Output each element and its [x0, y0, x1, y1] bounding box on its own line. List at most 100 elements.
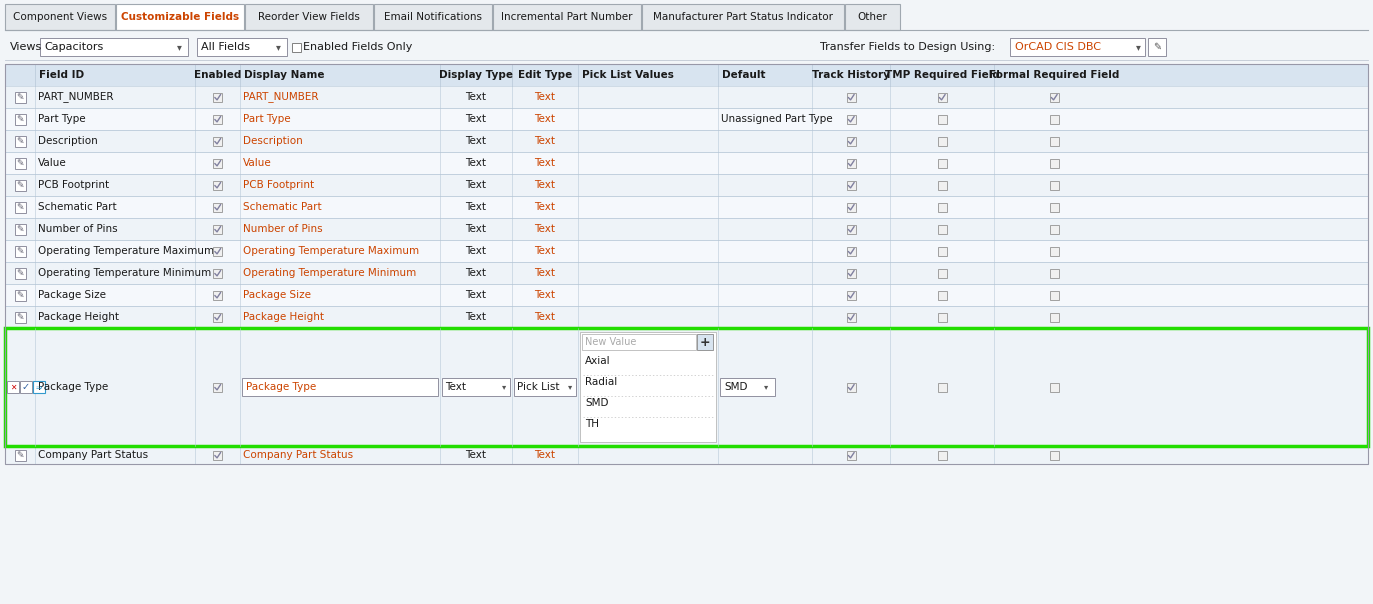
Bar — [244, 4, 373, 30]
Text: Package Size: Package Size — [38, 290, 106, 300]
Bar — [213, 92, 222, 101]
Bar — [442, 378, 509, 396]
Bar — [582, 334, 696, 350]
Bar — [213, 225, 222, 234]
Bar — [847, 181, 855, 190]
Text: Edit Type: Edit Type — [518, 70, 573, 80]
Bar — [643, 4, 844, 30]
Text: Default: Default — [722, 70, 766, 80]
Text: Package Height: Package Height — [38, 312, 119, 322]
Text: Text: Text — [465, 136, 486, 146]
Bar — [847, 137, 855, 146]
Text: ▾: ▾ — [276, 42, 280, 52]
Bar — [213, 246, 222, 255]
Text: ✎: ✎ — [16, 291, 23, 300]
Bar — [5, 446, 1368, 464]
Text: Value: Value — [38, 158, 67, 168]
Bar — [242, 378, 438, 396]
Text: Operating Temperature Maximum: Operating Temperature Maximum — [38, 246, 214, 256]
Text: Display Name: Display Name — [244, 70, 324, 80]
Text: ✎: ✎ — [16, 451, 23, 460]
Bar — [938, 312, 946, 321]
Bar — [213, 137, 222, 146]
Text: Track History: Track History — [811, 70, 890, 80]
Bar — [15, 289, 26, 301]
Text: Text: Text — [465, 224, 486, 234]
Text: Field ID: Field ID — [38, 70, 84, 80]
Text: Text: Text — [534, 92, 556, 102]
Text: Part Type: Part Type — [38, 114, 85, 124]
Text: Reorder View Fields: Reorder View Fields — [258, 12, 360, 22]
Bar — [5, 218, 1368, 240]
Bar — [291, 42, 301, 51]
Bar — [5, 108, 1368, 130]
Text: Text: Text — [534, 180, 556, 190]
Bar — [213, 451, 222, 460]
Text: Text: Text — [465, 202, 486, 212]
Text: Radial: Radial — [585, 377, 618, 387]
Bar — [15, 312, 26, 323]
Bar — [213, 291, 222, 300]
Bar — [1049, 246, 1059, 255]
Bar — [5, 240, 1368, 262]
Text: Transfer Fields to Design Using:: Transfer Fields to Design Using: — [820, 42, 995, 52]
Bar — [847, 312, 855, 321]
Text: New Value: New Value — [585, 337, 636, 347]
Text: Schematic Part: Schematic Part — [243, 202, 321, 212]
Bar — [1049, 312, 1059, 321]
Text: ⇒: ⇒ — [36, 382, 43, 391]
Bar — [847, 291, 855, 300]
Text: SMD: SMD — [585, 398, 608, 408]
Text: Component Views: Component Views — [12, 12, 107, 22]
Text: Enabled: Enabled — [194, 70, 242, 80]
Text: Pick List Values: Pick List Values — [582, 70, 674, 80]
Bar — [847, 269, 855, 277]
Bar — [938, 225, 946, 234]
Bar — [5, 284, 1368, 306]
Text: Text: Text — [534, 246, 556, 256]
Text: ✎: ✎ — [16, 92, 23, 101]
Text: PART_NUMBER: PART_NUMBER — [243, 92, 319, 103]
Bar — [115, 4, 244, 30]
Text: ▾: ▾ — [503, 382, 507, 391]
Text: Number of Pins: Number of Pins — [38, 224, 118, 234]
Text: Text: Text — [465, 290, 486, 300]
Text: Text: Text — [534, 158, 556, 168]
Text: Package Type: Package Type — [38, 382, 108, 392]
Text: Pick List: Pick List — [518, 382, 560, 392]
Bar — [5, 328, 1368, 446]
Text: +: + — [700, 335, 710, 349]
Text: Text: Text — [534, 450, 556, 460]
Bar — [5, 152, 1368, 174]
Text: ✎: ✎ — [16, 202, 23, 211]
Text: Package Type: Package Type — [246, 382, 316, 392]
Bar — [938, 382, 946, 391]
Text: ✎: ✎ — [16, 269, 23, 277]
Bar — [213, 312, 222, 321]
Text: Part Type: Part Type — [243, 114, 291, 124]
Bar — [847, 225, 855, 234]
Bar — [15, 202, 26, 213]
Bar — [1049, 158, 1059, 167]
Text: ▾: ▾ — [1135, 42, 1141, 52]
Text: Capacitors: Capacitors — [44, 42, 103, 52]
Text: Incremental Part Number: Incremental Part Number — [501, 12, 633, 22]
Text: Display Type: Display Type — [439, 70, 514, 80]
Bar — [938, 181, 946, 190]
Text: Operating Temperature Minimum: Operating Temperature Minimum — [243, 268, 416, 278]
Text: ▾: ▾ — [568, 382, 573, 391]
Text: Text: Text — [445, 382, 465, 392]
Bar — [938, 158, 946, 167]
Bar — [5, 64, 1368, 86]
Text: Email Notifications: Email Notifications — [384, 12, 482, 22]
Bar — [213, 181, 222, 190]
Text: Text: Text — [534, 268, 556, 278]
Bar — [15, 135, 26, 147]
Bar — [5, 306, 1368, 328]
Bar — [213, 202, 222, 211]
Text: All Fields: All Fields — [200, 42, 250, 52]
Text: Package Size: Package Size — [243, 290, 312, 300]
Bar — [1049, 137, 1059, 146]
Bar — [196, 38, 287, 56]
Text: Text: Text — [465, 180, 486, 190]
